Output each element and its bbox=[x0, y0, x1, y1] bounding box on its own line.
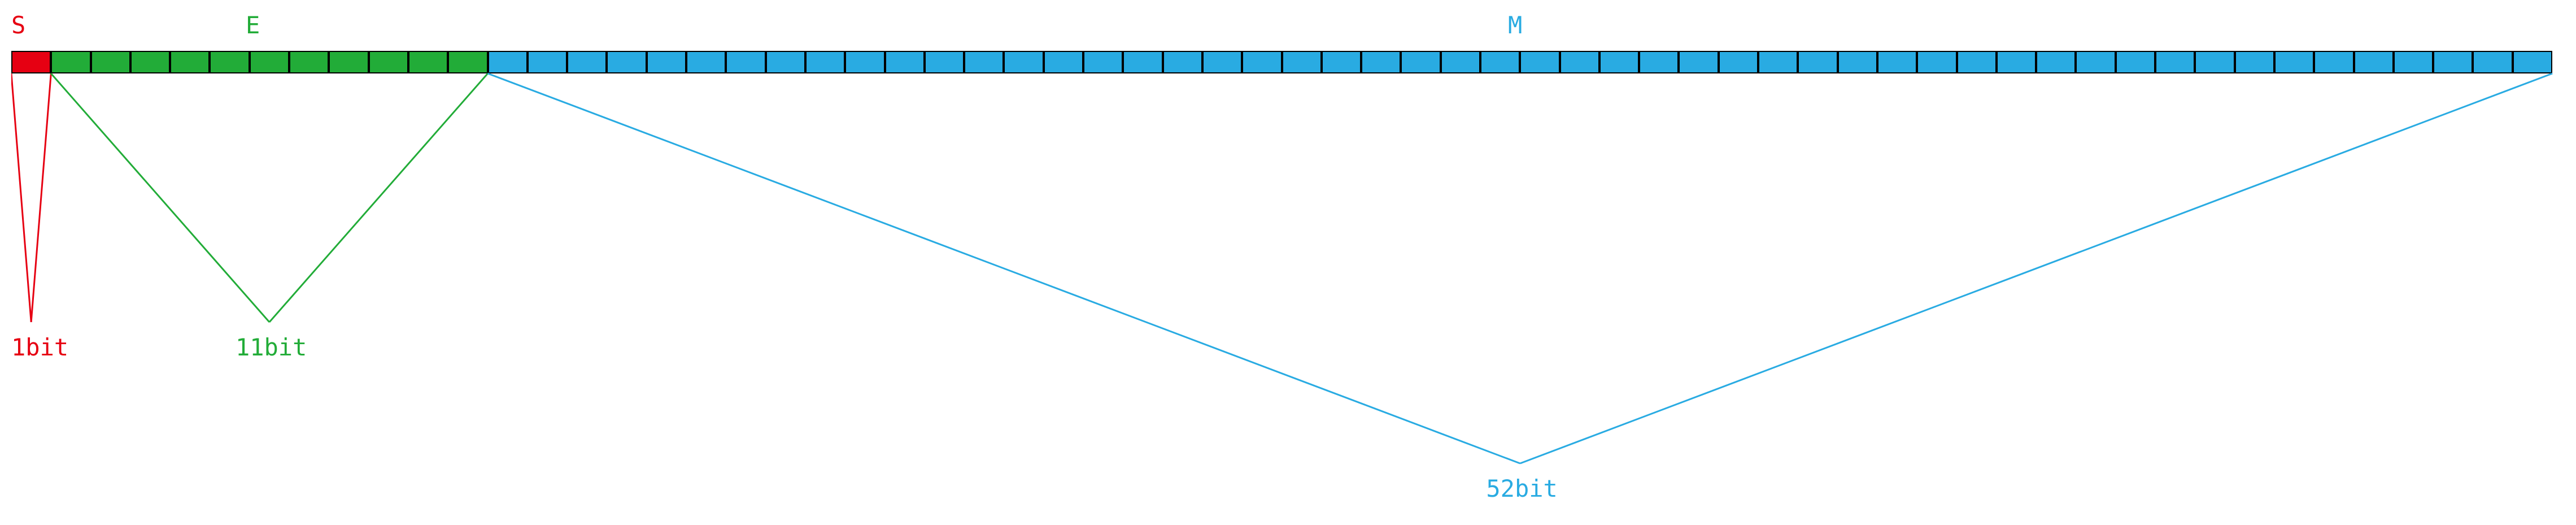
exponent-triangle bbox=[51, 73, 487, 322]
mantissa-bottom-label: 52bit bbox=[1486, 475, 1557, 502]
float64-bit-layout-diagram: S E M 1bit 11bit 52bit bbox=[11, 11, 2565, 514]
indicator-lines bbox=[11, 11, 2565, 514]
mantissa-triangle bbox=[488, 73, 2553, 463]
sign-bottom-label: 1bit bbox=[11, 333, 68, 361]
exponent-bottom-label: 11bit bbox=[236, 333, 307, 361]
sign-triangle bbox=[11, 73, 51, 322]
